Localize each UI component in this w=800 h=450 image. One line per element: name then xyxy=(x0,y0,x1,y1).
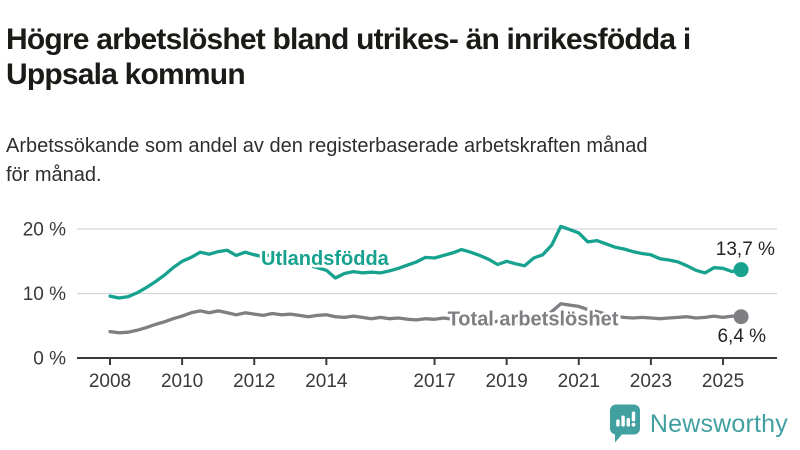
x-axis-tick-label: 2010 xyxy=(161,371,203,392)
x-axis-tick-label: 2008 xyxy=(89,371,131,392)
x-axis-tick-label: 2019 xyxy=(486,371,528,392)
chart-canvas: 0 % 10 % 20 % 2008 2010 2012 2014 2017 2019 2021 2… xyxy=(23,220,777,393)
line-chart: 0 % 10 % 20 % 2008 2010 2012 2014 2017 2019 2021 2… xyxy=(0,200,800,400)
x-axis-tick-label: 2017 xyxy=(413,371,455,392)
x-axis-tick-label: 2014 xyxy=(305,371,348,392)
bar-chart-speech-bubble-icon xyxy=(609,404,640,443)
y-axis-tick-label: 20 % xyxy=(23,220,66,241)
series-inline-label: Total arbetslöshet xyxy=(448,308,619,330)
series-end-dot xyxy=(733,309,749,325)
y-axis-tick-label: 0 % xyxy=(33,349,66,370)
chart-subtitle: Arbetssökande som andel av den registerb… xyxy=(6,135,648,186)
series-end-value-label: 13,7 % xyxy=(716,239,775,260)
x-axis-tick-label: 2012 xyxy=(233,371,275,392)
series-inline-label: Utlandsfödda xyxy=(261,248,390,270)
series-line xyxy=(108,302,743,335)
x-axis-tick-label: 2023 xyxy=(630,371,672,392)
newsworthy-logo[interactable]: Newsworthy xyxy=(609,404,788,444)
series-end-dot xyxy=(733,262,749,278)
page-title: Högre arbetslöshet bland utrikes- än inr… xyxy=(6,23,691,92)
x-axis-tick-label: 2021 xyxy=(558,371,600,392)
series-line xyxy=(108,224,743,300)
series-end-value-label: 6,4 % xyxy=(717,326,766,347)
y-axis-tick-label: 10 % xyxy=(23,284,66,305)
x-axis-tick-label: 2025 xyxy=(702,371,744,392)
brand-name: Newsworthy xyxy=(649,409,788,438)
